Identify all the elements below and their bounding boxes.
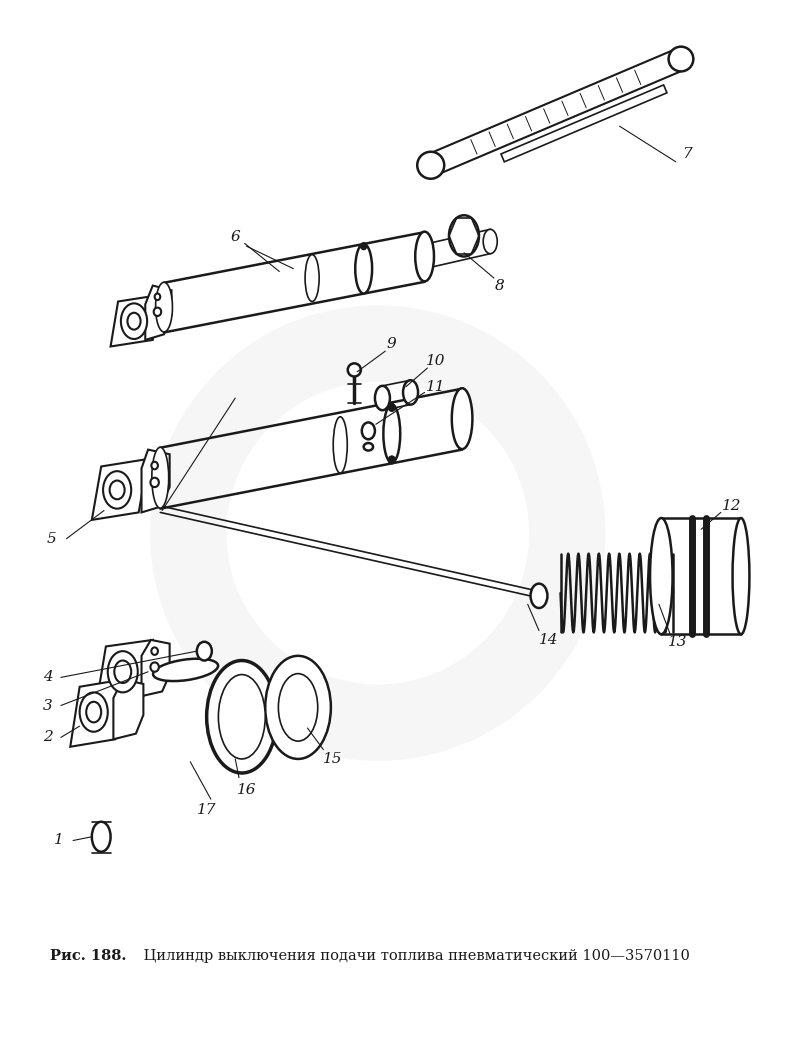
- Ellipse shape: [383, 404, 400, 463]
- Text: 12: 12: [722, 499, 742, 513]
- Ellipse shape: [305, 255, 319, 302]
- Ellipse shape: [733, 518, 750, 635]
- Ellipse shape: [218, 675, 266, 759]
- Text: Цилиндр выключения подачи топлива пневматический 100—3570110: Цилиндр выключения подачи топлива пневма…: [138, 949, 690, 962]
- Text: 17: 17: [198, 804, 217, 817]
- Ellipse shape: [206, 661, 277, 773]
- Ellipse shape: [150, 478, 159, 487]
- Ellipse shape: [152, 447, 169, 508]
- Ellipse shape: [127, 313, 141, 330]
- Ellipse shape: [389, 403, 395, 411]
- Polygon shape: [70, 679, 125, 747]
- Text: 6: 6: [230, 230, 240, 244]
- Ellipse shape: [364, 443, 373, 450]
- Polygon shape: [114, 679, 143, 739]
- Ellipse shape: [110, 480, 125, 499]
- Ellipse shape: [266, 655, 331, 759]
- Ellipse shape: [361, 243, 366, 250]
- Text: 2: 2: [43, 730, 53, 745]
- Ellipse shape: [121, 304, 147, 339]
- Ellipse shape: [114, 661, 131, 683]
- Text: Рис. 188.: Рис. 188.: [50, 949, 126, 962]
- Ellipse shape: [151, 647, 158, 655]
- Polygon shape: [142, 640, 170, 696]
- Text: 4: 4: [43, 670, 53, 684]
- Polygon shape: [110, 295, 160, 346]
- Ellipse shape: [80, 693, 108, 732]
- Circle shape: [418, 151, 444, 178]
- Ellipse shape: [150, 663, 159, 672]
- Ellipse shape: [452, 388, 473, 449]
- Ellipse shape: [348, 363, 361, 376]
- Text: 5: 5: [46, 532, 56, 545]
- Ellipse shape: [108, 651, 138, 693]
- Ellipse shape: [155, 282, 173, 332]
- Text: 16: 16: [237, 783, 256, 796]
- Text: 9: 9: [387, 337, 397, 351]
- Text: 7: 7: [682, 147, 692, 162]
- Ellipse shape: [375, 386, 390, 411]
- Polygon shape: [501, 85, 667, 162]
- Ellipse shape: [650, 518, 673, 635]
- Text: 3: 3: [43, 699, 53, 712]
- Ellipse shape: [154, 293, 160, 300]
- Text: 13: 13: [668, 635, 687, 649]
- Ellipse shape: [483, 229, 498, 254]
- Text: 15: 15: [323, 752, 342, 766]
- Ellipse shape: [278, 674, 318, 741]
- Text: 14: 14: [538, 633, 558, 647]
- Text: 8: 8: [494, 279, 505, 292]
- Polygon shape: [426, 49, 686, 175]
- Ellipse shape: [449, 216, 479, 256]
- Circle shape: [669, 47, 694, 72]
- Ellipse shape: [415, 231, 434, 281]
- Ellipse shape: [197, 642, 212, 661]
- Polygon shape: [97, 640, 153, 703]
- Text: 1: 1: [54, 834, 64, 847]
- Ellipse shape: [355, 244, 372, 293]
- Ellipse shape: [151, 461, 158, 470]
- Ellipse shape: [530, 584, 547, 608]
- Ellipse shape: [103, 471, 131, 509]
- Ellipse shape: [154, 308, 161, 316]
- Polygon shape: [146, 285, 171, 340]
- Ellipse shape: [86, 702, 102, 723]
- Text: 11: 11: [426, 380, 446, 394]
- Ellipse shape: [153, 658, 218, 681]
- Text: 10: 10: [426, 354, 446, 367]
- Ellipse shape: [334, 417, 347, 473]
- Polygon shape: [142, 450, 170, 512]
- Ellipse shape: [389, 456, 395, 464]
- Ellipse shape: [92, 821, 110, 851]
- Ellipse shape: [403, 381, 418, 404]
- Polygon shape: [92, 459, 148, 520]
- Ellipse shape: [362, 422, 375, 440]
